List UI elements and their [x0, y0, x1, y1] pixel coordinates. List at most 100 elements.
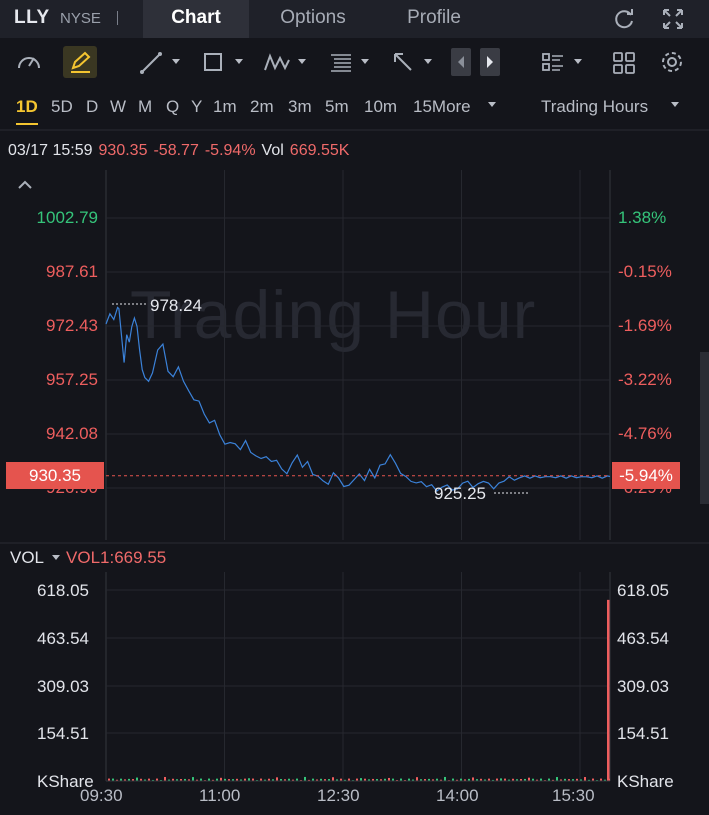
period-d[interactable]: D [86, 97, 99, 116]
pattern-icon[interactable] [262, 46, 292, 78]
period-more[interactable]: 15More [413, 97, 471, 116]
period-5d[interactable]: 5D [51, 97, 73, 116]
last-price-badge: 930.35 [6, 462, 104, 489]
scroll-handle[interactable] [700, 352, 709, 504]
session-selector[interactable]: Trading Hours [541, 97, 649, 116]
volume-tick-label: 618.05 [617, 581, 669, 600]
arrow-icon[interactable] [390, 46, 416, 78]
quote-change: -58.77 [153, 142, 199, 159]
volume-bar [124, 779, 126, 781]
period-m[interactable]: M [138, 97, 153, 116]
volume-bar [564, 778, 566, 781]
volume-bar [556, 777, 558, 781]
volume-bar [176, 779, 178, 781]
tab-options[interactable]: Options [280, 7, 346, 28]
volume-bar [248, 778, 250, 781]
chevron-up-icon[interactable] [16, 178, 34, 192]
period-1m[interactable]: 1m [213, 97, 237, 116]
fib-icon[interactable] [328, 46, 354, 78]
volume-bar [560, 779, 562, 781]
volume-current: VOL1:669.55 [66, 548, 167, 567]
volume-bar [112, 778, 114, 781]
volume-bar [392, 778, 394, 781]
price-line [105, 306, 611, 492]
volume-tick-label: 463.54 [37, 629, 89, 648]
volume-bar [400, 778, 402, 781]
chevron-down-icon[interactable] [298, 59, 306, 64]
volume-bar [604, 779, 606, 781]
chevron-down-icon[interactable] [671, 102, 679, 107]
tab-profile[interactable]: Profile [407, 7, 461, 28]
quote-pct: -5.94% [204, 142, 256, 159]
period-2m[interactable]: 2m [250, 97, 274, 116]
volume-bar [500, 778, 502, 781]
period-10m[interactable]: 10m [364, 97, 398, 116]
volume-tick-label: 309.03 [617, 677, 669, 696]
chevron-down-icon[interactable] [361, 59, 369, 64]
volume-unit-label: KShare [617, 772, 674, 791]
volume-bar [208, 778, 210, 781]
volume-bar [220, 777, 222, 781]
period-5m[interactable]: 5m [325, 97, 349, 116]
tab-chart[interactable]: Chart [143, 0, 249, 38]
refresh-icon[interactable] [611, 6, 637, 32]
volume-bar [508, 779, 510, 781]
volume-bar [484, 779, 486, 781]
volume-bar [200, 778, 202, 781]
price-tick-label: 972.43 [46, 316, 98, 335]
volume-bar [432, 779, 434, 781]
volume-bar [228, 779, 230, 781]
indicator-list-icon[interactable] [540, 46, 566, 78]
volume-bar [380, 779, 382, 781]
price-tick-label: 957.25 [46, 370, 98, 389]
volume-tick-label: 309.03 [37, 677, 89, 696]
fullscreen-icon[interactable] [660, 6, 686, 32]
volume-bar [312, 778, 314, 781]
period-y[interactable]: Y [191, 97, 203, 116]
chevron-down-icon[interactable] [52, 555, 61, 560]
time-tick-label: 12:30 [317, 786, 360, 805]
chevron-left-icon[interactable] [451, 48, 471, 76]
time-tick-label: 14:00 [436, 786, 479, 805]
volume-bar [188, 779, 190, 781]
volume-bar [552, 779, 554, 781]
trendline-icon[interactable] [138, 46, 164, 78]
chevron-down-icon[interactable] [488, 102, 496, 107]
volume-bar [316, 779, 318, 781]
volume-bar [356, 778, 358, 781]
period-w[interactable]: W [110, 97, 127, 116]
chevron-right-icon[interactable] [480, 48, 500, 76]
chevron-down-icon[interactable] [424, 59, 432, 64]
volume-bar [572, 779, 574, 781]
rectangle-icon[interactable] [200, 46, 226, 78]
period-1d[interactable]: 1D [16, 97, 38, 125]
header-divider [117, 11, 118, 25]
chevron-down-icon[interactable] [574, 59, 582, 64]
volume-bar [344, 779, 346, 781]
volume-bar [436, 778, 438, 781]
quote-datetime: 03/17 15:59 [8, 142, 93, 159]
volume-bar [368, 779, 370, 781]
volume-bar [308, 779, 310, 781]
volume-bar [396, 779, 398, 781]
chevron-down-icon[interactable] [235, 59, 243, 64]
volume-bar [348, 778, 350, 781]
volume-bar [456, 779, 458, 781]
price-tick-label: 1002.79 [36, 208, 98, 227]
period-q[interactable]: Q [166, 97, 180, 116]
pen-icon[interactable] [63, 46, 97, 78]
volume-bar [580, 779, 582, 781]
volume-bar [520, 778, 522, 781]
ticker-symbol: LLY [14, 7, 50, 28]
gear-icon[interactable] [659, 46, 685, 78]
volume-bar [408, 778, 410, 781]
volume-tick-label: 463.54 [617, 629, 669, 648]
speedometer-icon[interactable] [14, 46, 44, 78]
chevron-down-icon[interactable] [172, 59, 180, 64]
volume-bar [568, 779, 570, 781]
volume-bar [168, 779, 170, 781]
volume-bar [224, 778, 226, 781]
layout-grid-icon[interactable] [611, 46, 637, 78]
period-3m[interactable]: 3m [288, 97, 312, 116]
